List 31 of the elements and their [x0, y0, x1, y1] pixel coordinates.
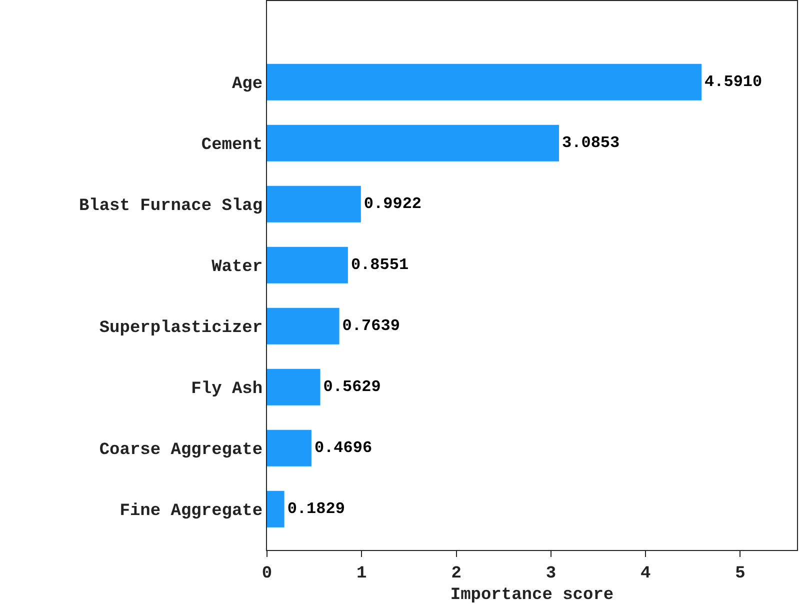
y-tick-label: Fine Aggregate [120, 502, 263, 522]
data-label: 0.8551 [350, 256, 409, 274]
bar [267, 490, 284, 528]
data-label: 3.0853 [562, 134, 620, 152]
y-tick-label: Fly Ash [191, 380, 263, 400]
x-tick-label: 2 [451, 564, 462, 584]
y-tick-label: Coarse Aggregate [99, 441, 263, 460]
y-tick-label: Water [212, 258, 263, 278]
bar [267, 64, 702, 100]
x-tick-label: 1 [356, 564, 367, 584]
data-label: 0.5629 [323, 378, 381, 396]
x-tick-label: 5 [735, 564, 746, 584]
x-tick-label: 0 [262, 564, 272, 584]
y-tick-label: Age [232, 75, 263, 94]
y-tick-label: Blast Furnace Slag [78, 197, 263, 216]
bar [267, 430, 312, 466]
bar [267, 124, 559, 162]
data-label: 0.7639 [342, 317, 400, 336]
bar [267, 246, 348, 284]
x-tick-label: 3 [546, 564, 556, 584]
data-label: 0.1829 [287, 500, 345, 518]
y-tick-label: Superplasticizer [99, 319, 263, 338]
x-tick-label: 4 [640, 564, 651, 584]
data-label: 4.5910 [704, 73, 762, 92]
data-label: 0.9922 [364, 195, 422, 214]
bar [267, 186, 361, 222]
y-tick-label: Cement [201, 136, 263, 156]
bar [267, 308, 340, 344]
bar [267, 368, 320, 406]
x-axis-title: Importance score [450, 586, 614, 605]
data-label: 0.4696 [314, 439, 372, 458]
